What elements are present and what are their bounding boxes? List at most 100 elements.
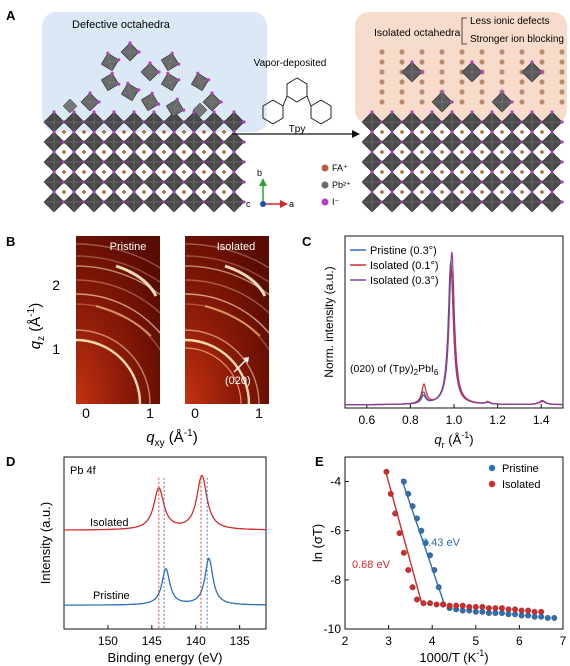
left-label: Defective octahedra bbox=[72, 19, 171, 31]
iodide-atom bbox=[490, 190, 494, 194]
iodide-atom bbox=[172, 130, 176, 134]
octahedron-edge bbox=[147, 93, 153, 111]
molecule-label: Tpy bbox=[289, 124, 306, 135]
chart-e-legend-marker bbox=[488, 464, 496, 472]
fa-cation bbox=[102, 150, 106, 154]
defective-octahedron bbox=[120, 81, 141, 102]
iodide-atom bbox=[420, 70, 424, 74]
iodide-atom bbox=[92, 150, 96, 154]
iodide-atom bbox=[72, 190, 76, 194]
iodide-atom bbox=[148, 61, 152, 65]
iodide-atom bbox=[132, 170, 136, 174]
iodide-atom bbox=[410, 170, 414, 174]
iodide-atom bbox=[152, 170, 156, 174]
chart-e-ytick-label: -8 bbox=[330, 573, 341, 587]
annotation-arrow-head-icon bbox=[243, 357, 249, 363]
iodide-atom bbox=[450, 130, 454, 134]
tilted-octahedron bbox=[62, 98, 78, 114]
iodide-atom bbox=[232, 150, 236, 154]
fa-cation bbox=[222, 170, 226, 174]
tpy-molecule bbox=[519, 49, 525, 55]
tpy-molecule bbox=[539, 89, 545, 95]
iodide-atom bbox=[500, 90, 504, 94]
iodide-atom bbox=[92, 110, 96, 114]
fa-cation bbox=[520, 170, 524, 174]
octahedron-edge bbox=[107, 53, 113, 71]
chart-e-point bbox=[409, 503, 416, 510]
tpy-molecule bbox=[459, 59, 465, 65]
fa-cation bbox=[500, 130, 504, 134]
chart-e-point bbox=[413, 596, 420, 603]
iodide-atom bbox=[175, 97, 179, 101]
iodide-atom bbox=[510, 190, 514, 194]
tpy-molecule bbox=[479, 59, 485, 65]
right-label: Isolated octahedra bbox=[374, 27, 461, 39]
iodide-atom bbox=[110, 71, 114, 75]
bright-arc bbox=[224, 264, 267, 297]
chart-c-legend-label: Isolated (0.1°) bbox=[370, 260, 439, 272]
fa-cation bbox=[480, 130, 484, 134]
tpy-molecule bbox=[459, 79, 465, 85]
fa-cation bbox=[380, 130, 384, 134]
iodide-atom bbox=[560, 180, 564, 184]
tpy-molecule bbox=[399, 89, 405, 95]
tpy-molecule bbox=[379, 79, 385, 85]
iodide-atom bbox=[112, 170, 116, 174]
iodide-atom bbox=[212, 110, 216, 114]
tpy-molecule bbox=[559, 89, 565, 95]
octahedron-edge bbox=[167, 53, 173, 71]
chart-d-label-isolated: Isolated bbox=[90, 517, 129, 529]
fa-cation bbox=[380, 150, 384, 154]
defective-octahedron bbox=[120, 41, 141, 62]
fa-cation bbox=[62, 190, 66, 194]
tpy-molecule bbox=[499, 59, 505, 65]
chart-e-point bbox=[525, 607, 532, 614]
chart-e-point bbox=[525, 612, 532, 619]
waxs-xtick-left-1: 1 bbox=[146, 405, 154, 421]
iodide-atom bbox=[212, 190, 216, 194]
tpy-molecule bbox=[399, 59, 405, 65]
fa-cation bbox=[102, 170, 106, 174]
fa-cation bbox=[440, 190, 444, 194]
waxs-annotation-020: (020) bbox=[225, 375, 251, 387]
chart-c-xtick-label: 1.4 bbox=[533, 413, 550, 427]
fa-cation bbox=[222, 190, 226, 194]
iodide-atom bbox=[370, 190, 374, 194]
iodide-atom bbox=[192, 170, 196, 174]
chart-e-point bbox=[512, 611, 518, 618]
chart-d-xtick-label: 135 bbox=[230, 634, 250, 648]
fa-cation bbox=[520, 150, 524, 154]
chart-e-point bbox=[383, 468, 390, 475]
fa-cation bbox=[400, 170, 404, 174]
fa-cation bbox=[460, 170, 464, 174]
iodide-atom bbox=[410, 130, 414, 134]
tpy-molecule bbox=[499, 49, 505, 55]
iodide-atom bbox=[490, 130, 494, 134]
waxs-title-isolated: Isolated bbox=[217, 241, 256, 253]
iodide-atom bbox=[112, 150, 116, 154]
iodide-atom bbox=[219, 100, 223, 104]
iodide-atom bbox=[52, 110, 56, 114]
tpy-molecule bbox=[379, 89, 385, 95]
chart-e-point bbox=[492, 610, 499, 616]
fa-cation bbox=[82, 170, 86, 174]
legend-pb-icon bbox=[321, 181, 329, 189]
chart-e-point bbox=[551, 614, 558, 621]
iodide-atom bbox=[232, 190, 236, 194]
iodide-atom bbox=[212, 130, 216, 134]
chart-e-point bbox=[531, 608, 538, 615]
chart-e-ytick-label: -10 bbox=[324, 622, 342, 636]
chart-e-point bbox=[479, 603, 486, 610]
fa-cation bbox=[540, 190, 544, 194]
chart-e-point bbox=[422, 540, 429, 546]
tpy-molecule bbox=[479, 99, 485, 105]
iodide-atom bbox=[480, 70, 484, 74]
chart-e-point bbox=[396, 530, 403, 537]
bright-arc bbox=[115, 264, 158, 297]
iodide-atom bbox=[410, 150, 414, 154]
legend-fa-label: FA⁺ bbox=[332, 163, 348, 173]
iodide-atom bbox=[470, 190, 474, 194]
iodide-atom bbox=[440, 90, 444, 94]
iodide-atom bbox=[550, 110, 554, 114]
